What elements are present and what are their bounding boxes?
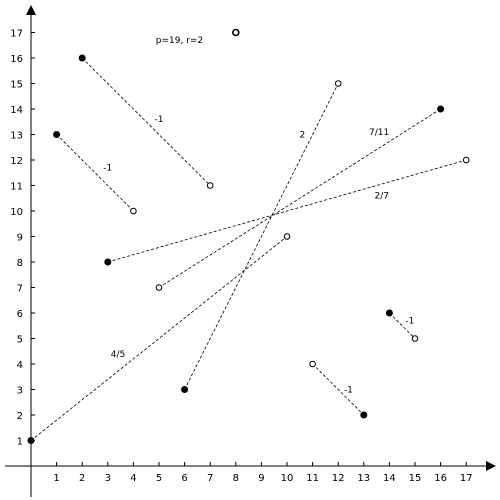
open-point xyxy=(309,360,316,368)
x-tick-label: 2 xyxy=(79,473,85,484)
y-tick-label: 5 xyxy=(17,335,23,346)
x-axis-arrow xyxy=(486,461,496,471)
segment-line xyxy=(81,57,211,186)
open-point xyxy=(130,207,137,215)
filled-point xyxy=(360,411,368,419)
y-tick-label: 15 xyxy=(10,80,23,91)
segment-lines xyxy=(30,57,467,441)
y-tick-label: 1 xyxy=(17,437,23,448)
y-tick-label: 6 xyxy=(17,309,23,320)
segment-slope-label: -1 xyxy=(103,164,112,174)
x-tick-label: 9 xyxy=(258,473,264,484)
open-point xyxy=(334,80,342,87)
y-tick-label: 11 xyxy=(10,182,23,193)
x-tick-label: 6 xyxy=(181,473,187,484)
filled-point xyxy=(385,309,393,317)
y-tick-label: 14 xyxy=(10,105,23,116)
x-tick-label: 8 xyxy=(233,473,239,484)
segment-slope-label: -1 xyxy=(155,115,164,125)
data-points xyxy=(27,28,470,444)
x-tick-label: 7 xyxy=(207,473,213,484)
open-point xyxy=(206,182,214,189)
y-tick-label: 8 xyxy=(17,258,23,269)
x-tick-label: 12 xyxy=(332,473,345,484)
segment-slope-label: -1 xyxy=(405,317,414,327)
y-tick-label: 17 xyxy=(10,29,23,40)
segment-labels: -1 -1 2 7/11 2/7 4/5 -1 -1 xyxy=(103,115,414,395)
y-tick-label: 9 xyxy=(17,233,23,244)
x-tick-label: 3 xyxy=(105,473,111,484)
segment-line xyxy=(184,83,339,390)
axis-ticks: 1 2 3 4 5 6 7 8 9 10 11 12 13 14 15 16 17123456789101112… xyxy=(10,29,472,485)
segment-line xyxy=(158,108,441,288)
x-tick-label: 10 xyxy=(281,473,294,484)
filled-point xyxy=(27,437,35,444)
segment-slope-label: 4/5 xyxy=(111,350,125,360)
filled-point xyxy=(181,386,189,393)
filled-point xyxy=(437,105,445,113)
y-axis-arrow xyxy=(26,5,36,15)
isolated-open-point xyxy=(232,28,240,37)
open-point xyxy=(283,233,291,240)
x-tick-label: 11 xyxy=(306,473,319,484)
axes xyxy=(5,5,496,497)
filled-point xyxy=(53,131,61,138)
y-tick-label: 10 xyxy=(10,207,23,218)
y-tick-label: 7 xyxy=(17,284,23,295)
segment-line xyxy=(56,134,134,212)
x-tick-label: 13 xyxy=(357,473,370,484)
open-point xyxy=(155,284,163,291)
y-tick-label: 13 xyxy=(10,131,23,142)
segment-line xyxy=(30,236,288,441)
open-point xyxy=(462,156,470,164)
y-tick-label: 12 xyxy=(10,156,23,167)
segment-line xyxy=(389,312,416,339)
filled-point xyxy=(104,258,112,266)
y-tick-label: 4 xyxy=(17,360,23,371)
segment-slope-label: 7/11 xyxy=(369,128,389,138)
filled-point xyxy=(78,54,86,62)
segment-slope-label: -1 xyxy=(344,386,353,396)
x-tick-label: 15 xyxy=(409,473,422,484)
y-tick-label: 3 xyxy=(17,386,23,397)
x-tick-label: 16 xyxy=(434,473,447,484)
chart-annotations: p=19, r=2 xyxy=(156,36,203,46)
segment-slope-label: 2 xyxy=(299,131,305,141)
x-tick-label: 17 xyxy=(460,473,473,484)
y-tick-label: 16 xyxy=(10,54,23,65)
segment-line xyxy=(107,159,467,263)
segment-line xyxy=(312,363,365,416)
x-tick-label: 14 xyxy=(383,473,396,484)
x-tick-label: 5 xyxy=(156,473,162,484)
segment-slope-label: 2/7 xyxy=(374,192,388,202)
open-point xyxy=(411,335,419,342)
x-tick-label: 1 xyxy=(53,473,59,484)
parameter-annotation: p=19, r=2 xyxy=(156,36,203,46)
y-tick-label: 2 xyxy=(17,411,23,422)
x-tick-label: 4 xyxy=(130,473,136,484)
